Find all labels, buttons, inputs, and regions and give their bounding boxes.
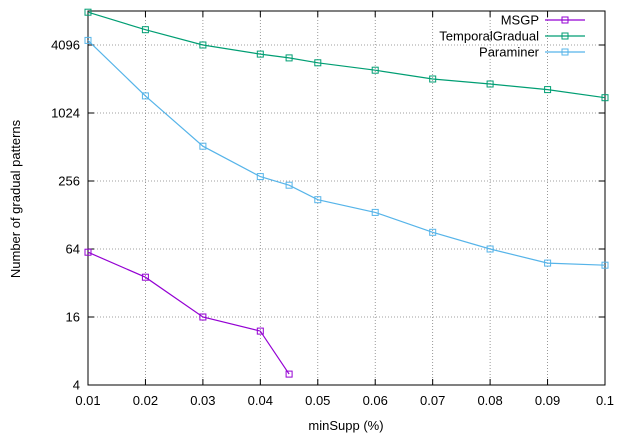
axes-layer: 0.01 0.02 0.03 0.04 0.05 0.06 0.07 0.08 0.09 0.1 4… bbox=[51, 10, 614, 408]
data-point bbox=[285, 54, 293, 62]
x-tick-label: 0.02 bbox=[133, 393, 158, 408]
data-point bbox=[544, 86, 552, 94]
grid-layer bbox=[88, 11, 605, 386]
data-point bbox=[285, 370, 293, 378]
legend-marker bbox=[561, 16, 569, 24]
x-axis-title: minSupp (%) bbox=[308, 418, 383, 433]
series-line bbox=[87, 251, 290, 375]
legend-marker bbox=[561, 32, 569, 40]
data-point bbox=[486, 245, 494, 253]
x-tick-label: 0.07 bbox=[420, 393, 445, 408]
y-tick-label: 4096 bbox=[51, 38, 80, 53]
series-line bbox=[87, 39, 606, 266]
data-point bbox=[429, 228, 437, 236]
data-point bbox=[199, 142, 207, 150]
y-axis-title: Number of gradual patterns bbox=[8, 119, 23, 278]
x-tick-label: 0.1 bbox=[596, 393, 614, 408]
data-point bbox=[84, 8, 92, 16]
series-msgp bbox=[84, 248, 293, 378]
plot-border bbox=[87, 10, 606, 386]
data-point bbox=[371, 208, 379, 216]
data-point bbox=[256, 327, 264, 335]
data-point bbox=[601, 94, 609, 102]
x-tick-label: 0.09 bbox=[535, 393, 560, 408]
data-point bbox=[314, 59, 322, 67]
data-point bbox=[84, 36, 92, 44]
data-point bbox=[314, 196, 322, 204]
series-paraminer bbox=[84, 36, 609, 269]
data-point bbox=[199, 41, 207, 49]
data-point bbox=[429, 75, 437, 83]
data-point bbox=[141, 273, 149, 281]
data-point bbox=[486, 80, 494, 88]
y-tick-label: 256 bbox=[58, 174, 80, 189]
legend-label: MSGP bbox=[501, 13, 539, 28]
legend-marker bbox=[561, 48, 569, 56]
x-tick-label: 0.08 bbox=[477, 393, 502, 408]
y-tick-label: 1024 bbox=[51, 106, 80, 121]
legend-entry-temporalgradual: TemporalGradual bbox=[439, 29, 585, 44]
data-point bbox=[601, 261, 609, 269]
series-temporalgradual bbox=[84, 8, 609, 102]
x-tick-label: 0.04 bbox=[248, 393, 273, 408]
data-point bbox=[141, 26, 149, 34]
y-tick-label: 4 bbox=[73, 378, 80, 393]
x-tick-label: 0.01 bbox=[75, 393, 100, 408]
data-point bbox=[371, 66, 379, 74]
legend-label: Paraminer bbox=[479, 45, 540, 60]
legend-entry-paraminer: Paraminer bbox=[479, 45, 585, 60]
y-tick-label: 16 bbox=[66, 310, 80, 325]
data-point bbox=[285, 181, 293, 189]
data-point bbox=[544, 259, 552, 267]
series-layer bbox=[84, 8, 609, 378]
data-point bbox=[256, 173, 264, 181]
x-tick-label: 0.06 bbox=[363, 393, 388, 408]
legend-entry-msgp: MSGP bbox=[501, 13, 585, 28]
data-point bbox=[84, 248, 92, 256]
data-point bbox=[199, 313, 207, 321]
series-line bbox=[87, 11, 606, 99]
y-tick-label: 64 bbox=[66, 242, 80, 257]
data-point bbox=[256, 50, 264, 58]
legend-label: TemporalGradual bbox=[439, 29, 539, 44]
data-point bbox=[141, 92, 149, 100]
x-tick-label: 0.05 bbox=[305, 393, 330, 408]
x-tick-label: 0.03 bbox=[190, 393, 215, 408]
